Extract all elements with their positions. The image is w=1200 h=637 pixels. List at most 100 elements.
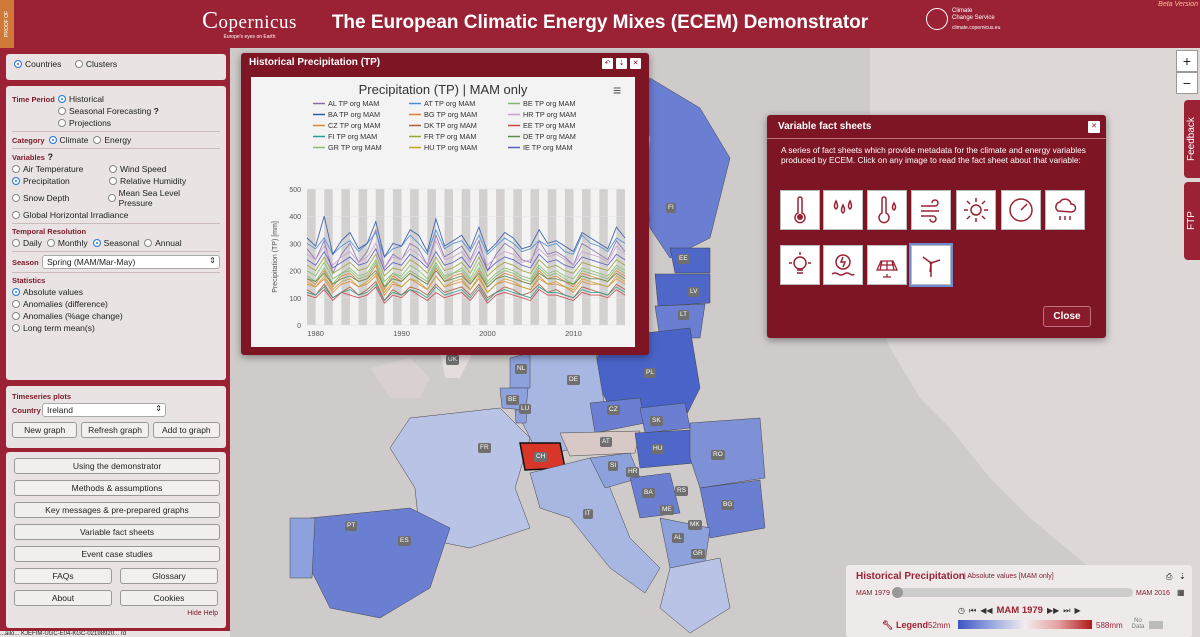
- relative-humidity-option[interactable]: Relative Humidity: [109, 176, 186, 186]
- map-label[interactable]: NL: [515, 364, 528, 374]
- country-sk[interactable]: [639, 402, 691, 434]
- air-temperature-option[interactable]: Air Temperature: [12, 164, 104, 174]
- glossary-button[interactable]: Glossary: [120, 568, 218, 584]
- radio-icon[interactable]: [12, 300, 20, 308]
- radio-icon[interactable]: [109, 177, 117, 185]
- zoom-out-button[interactable]: −: [1176, 72, 1198, 94]
- next-icon[interactable]: ▶▶: [1046, 606, 1060, 615]
- map-label[interactable]: RS: [675, 486, 689, 496]
- long-term-mean-option[interactable]: Long term mean(s): [12, 323, 95, 333]
- first-icon[interactable]: ⏮: [968, 605, 977, 615]
- map-label[interactable]: CZ: [607, 405, 620, 415]
- feedback-tab[interactable]: Feedback: [1184, 100, 1200, 178]
- radio-icon[interactable]: [93, 136, 102, 144]
- radio-icon[interactable]: [144, 239, 153, 247]
- country-lt[interactable]: [654, 303, 706, 339]
- close-button[interactable]: Close: [1043, 306, 1091, 327]
- humidity-icon[interactable]: [867, 190, 907, 230]
- map-label[interactable]: LU: [519, 404, 532, 414]
- prev-icon[interactable]: ◀◀: [980, 606, 993, 615]
- map-label[interactable]: EE: [677, 254, 690, 264]
- map-label[interactable]: BE: [506, 395, 519, 405]
- climate-option[interactable]: Climate: [48, 135, 88, 145]
- country-fr[interactable]: [389, 407, 531, 549]
- seasonal-forecasting-option[interactable]: Seasonal Forecasting ?: [58, 106, 159, 116]
- help-icon[interactable]: ?: [153, 106, 159, 116]
- map-label[interactable]: LT: [678, 310, 690, 320]
- map-label[interactable]: SI: [608, 461, 619, 471]
- proof-of-concept-tab[interactable]: PROOF OF CONCEPT: [0, 0, 14, 48]
- energy-option[interactable]: Energy: [93, 135, 131, 145]
- solar-panel-icon[interactable]: [867, 245, 907, 285]
- map-label[interactable]: BG: [721, 500, 735, 510]
- wind-speed-option[interactable]: Wind Speed: [109, 164, 166, 174]
- event-case-studies-button[interactable]: Event case studies: [14, 546, 220, 562]
- variable-fact-sheets-button[interactable]: Variable fact sheets: [14, 524, 220, 540]
- anomalies-percent-option[interactable]: Anomalies (%age change): [12, 311, 123, 321]
- radio-icon[interactable]: [12, 324, 20, 332]
- hydropower-icon[interactable]: [823, 245, 863, 285]
- pressure-gauge-icon[interactable]: [1001, 190, 1041, 230]
- ghi-option[interactable]: Global Horizontal Irradiance: [12, 210, 128, 220]
- map-label[interactable]: DE: [567, 375, 581, 385]
- historical-option[interactable]: Historical: [58, 94, 104, 104]
- play-icon[interactable]: ▶: [1074, 606, 1081, 615]
- radio-icon[interactable]: [14, 60, 22, 68]
- print-icon[interactable]: ⎙: [1166, 572, 1173, 581]
- radio-icon[interactable]: [12, 288, 20, 296]
- wind-turbine-icon[interactable]: [909, 243, 953, 287]
- map-label[interactable]: RO: [711, 450, 725, 460]
- projections-option[interactable]: Projections: [58, 118, 111, 128]
- seasonal-option[interactable]: Seasonal: [92, 238, 139, 248]
- country-cz[interactable]: [589, 397, 646, 434]
- map-label[interactable]: UK: [446, 355, 460, 365]
- map-label[interactable]: GR: [691, 549, 705, 559]
- anomalies-difference-option[interactable]: Anomalies (difference): [12, 299, 108, 309]
- countries-option[interactable]: Countries: [14, 59, 61, 69]
- country-hu[interactable]: [634, 429, 696, 469]
- temperature-icon[interactable]: [780, 190, 820, 230]
- add-to-graph-button[interactable]: Add to graph: [152, 422, 220, 438]
- country-ro[interactable]: [689, 417, 766, 489]
- annual-option[interactable]: Annual: [144, 238, 182, 248]
- map-label[interactable]: LV: [688, 287, 700, 297]
- country-mk-al[interactable]: [659, 517, 711, 569]
- radio-icon[interactable]: [12, 312, 20, 320]
- radio-icon[interactable]: [74, 60, 83, 68]
- hide-help-link[interactable]: Hide Help: [187, 610, 218, 617]
- map-label[interactable]: AT: [600, 437, 612, 447]
- map-label[interactable]: PT: [345, 521, 358, 531]
- radio-icon[interactable]: [12, 165, 20, 173]
- map-label[interactable]: ES: [398, 536, 411, 546]
- dialog-close-icon[interactable]: ✕: [1088, 121, 1100, 133]
- radio-icon[interactable]: [58, 95, 66, 103]
- radio-icon[interactable]: [48, 136, 57, 144]
- download-icon[interactable]: ⇣: [616, 58, 627, 69]
- radio-icon[interactable]: [12, 211, 20, 219]
- country-fi[interactable]: [639, 77, 731, 259]
- radio-icon[interactable]: [58, 107, 66, 115]
- wind-icon[interactable]: [911, 190, 951, 230]
- clusters-option[interactable]: Clusters: [74, 59, 117, 69]
- map-label[interactable]: HR: [626, 467, 640, 477]
- season-select[interactable]: Spring (MAM/Mar-May): [42, 255, 220, 269]
- download-icon[interactable]: ⇣: [1179, 572, 1186, 581]
- map-label[interactable]: MK: [688, 520, 702, 530]
- sun-icon[interactable]: [956, 190, 996, 230]
- map-label[interactable]: IT: [583, 509, 593, 519]
- map-label[interactable]: CH: [534, 452, 548, 462]
- monthly-option[interactable]: Monthly: [46, 238, 88, 248]
- absolute-values-option[interactable]: Absolute values: [12, 287, 83, 297]
- country-lv[interactable]: [654, 273, 711, 307]
- country-es[interactable]: [309, 507, 451, 619]
- map-label[interactable]: PL: [644, 368, 656, 378]
- undo-icon[interactable]: ↶: [602, 58, 613, 69]
- precipitation-option[interactable]: Precipitation: [12, 176, 104, 186]
- radio-icon[interactable]: [12, 239, 20, 247]
- country-ee[interactable]: [669, 247, 711, 274]
- radio-icon[interactable]: [46, 239, 55, 247]
- radio-icon[interactable]: [12, 177, 20, 185]
- country-pt[interactable]: [289, 517, 316, 579]
- faqs-button[interactable]: FAQs: [14, 568, 112, 584]
- mslp-option[interactable]: Mean Sea Level Pressure: [107, 188, 215, 208]
